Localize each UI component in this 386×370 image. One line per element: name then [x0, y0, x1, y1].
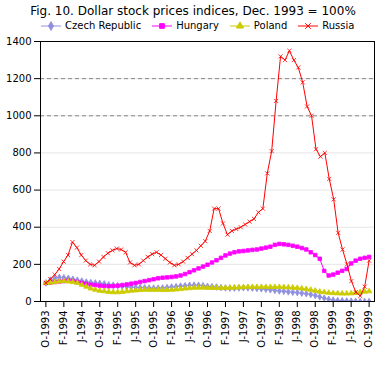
svg-text:F-1996: F-1996: [166, 311, 177, 346]
svg-text:1000: 1000: [6, 110, 31, 121]
svg-text:F-1997: F-1997: [220, 311, 231, 346]
html-text:Russia: Russia: [322, 20, 355, 31]
svg-text:O-1995: O-1995: [148, 311, 159, 348]
svg-text:O-1994: O-1994: [94, 311, 105, 348]
svg-text:1200: 1200: [6, 73, 31, 84]
svg-text:J-1998: J-1998: [291, 311, 302, 344]
svg-text:J-1997: J-1997: [238, 311, 249, 344]
html-text:Hungary: Hungary: [176, 20, 219, 31]
svg-text:800: 800: [12, 147, 31, 158]
svg-text:J-1995: J-1995: [130, 311, 141, 344]
html-text:Fig. 10. Dollar stock prices i: Fig. 10. Dollar stock prices indices, De…: [30, 4, 356, 18]
svg-text:1400: 1400: [6, 36, 31, 47]
svg-text:F-1999: F-1999: [327, 311, 338, 346]
svg-text:600: 600: [12, 184, 31, 195]
html-text:Poland: Poland: [253, 20, 288, 31]
svg-text:400: 400: [12, 221, 31, 232]
svg-text:O-1996: O-1996: [202, 311, 213, 348]
svg-text:0: 0: [25, 296, 31, 307]
svg-text:F-1994: F-1994: [58, 311, 69, 346]
svg-text:O-1999: O-1999: [363, 311, 374, 348]
svg-text:F-1995: F-1995: [112, 311, 123, 346]
svg-text:J-1999: J-1999: [345, 311, 356, 344]
svg-text:J-1994: J-1994: [76, 311, 87, 344]
svg-text:O-1998: O-1998: [309, 311, 320, 348]
svg-text:200: 200: [12, 259, 31, 270]
svg-text:O-1993: O-1993: [40, 311, 51, 348]
html-text:Czech Republic: Czech Republic: [65, 20, 142, 31]
svg-text:J-1996: J-1996: [184, 311, 195, 344]
svg-text:O-1997: O-1997: [256, 311, 267, 348]
svg-text:F-1998: F-1998: [274, 311, 285, 346]
